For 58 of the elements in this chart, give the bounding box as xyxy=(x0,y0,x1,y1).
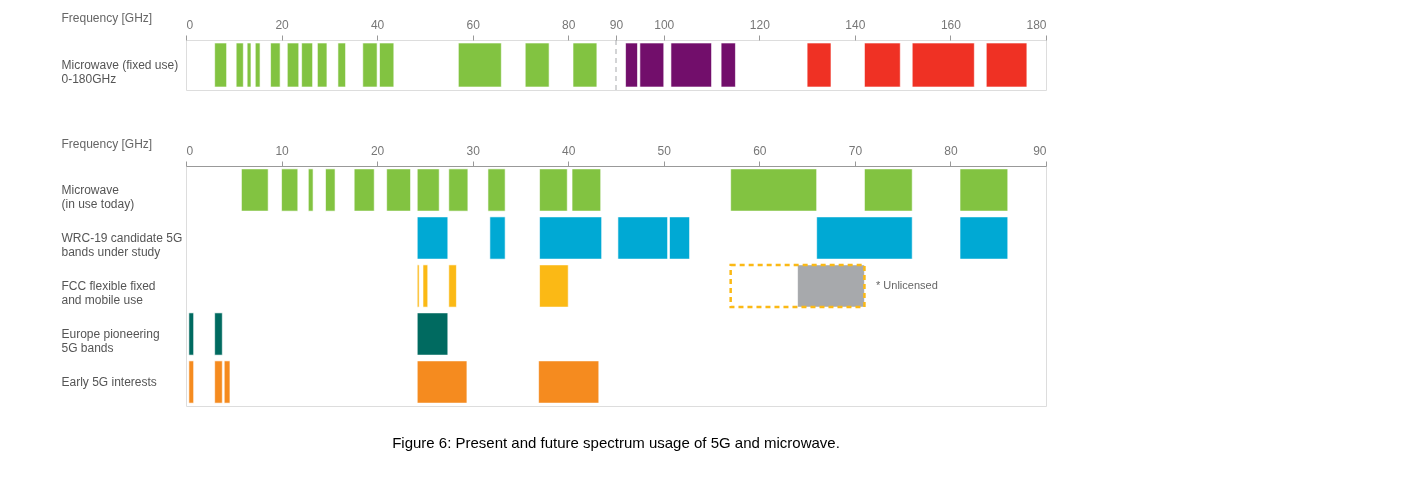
bar xyxy=(985,42,1028,88)
x-tick-label: 90 xyxy=(609,17,624,32)
caption: Figure 6: Present and future spectrum usage of 5G and microwave. xyxy=(392,434,840,451)
x-tick-label: 20 xyxy=(370,143,385,158)
x-tick-label: 20 xyxy=(275,17,290,32)
x-tick-label: 60 xyxy=(466,17,481,32)
x-tick-label: 160 xyxy=(940,17,962,32)
bar xyxy=(797,264,865,308)
bar xyxy=(729,263,866,309)
bar xyxy=(863,42,901,88)
bar xyxy=(720,42,736,88)
bar xyxy=(487,168,506,212)
bar xyxy=(254,42,261,88)
y-tick-label: Microwave (fixed use) 0-180GHz xyxy=(61,58,179,86)
x-tick-label: 60 xyxy=(753,143,767,158)
y-tick-label: FCC flexible fixed and mobile use xyxy=(61,279,156,307)
bar xyxy=(286,42,300,88)
y-tick-label: Europe pioneering 5G bands xyxy=(61,327,160,355)
x-tick-label: 80 xyxy=(562,17,576,32)
annotation: * Unlicensed xyxy=(876,279,938,291)
bar xyxy=(670,42,713,88)
x-tick-label: 80 xyxy=(944,143,958,158)
y-tick-label: Early 5G interests xyxy=(61,375,157,389)
x-axis-title: Frequency [GHz] xyxy=(61,136,153,151)
y-tick-label: WRC-19 candidate 5G bands under study xyxy=(61,231,183,259)
x-tick-label: 120 xyxy=(749,17,771,32)
bar xyxy=(524,42,550,88)
bar xyxy=(572,42,598,88)
bar xyxy=(457,42,502,88)
x-tick-label: 70 xyxy=(848,143,863,158)
x-tick-label: 100 xyxy=(654,17,675,32)
bar xyxy=(235,42,244,88)
bar xyxy=(270,42,281,88)
bar xyxy=(337,42,347,88)
bar xyxy=(571,168,602,212)
x-tick-label: 50 xyxy=(657,143,672,158)
x-tick-label: 90 xyxy=(1033,143,1047,158)
bar xyxy=(806,42,832,88)
x-tick-label: 0 xyxy=(186,143,194,158)
x-tick-label: 30 xyxy=(466,143,481,158)
x-tick-label: 0 xyxy=(186,17,194,32)
x-axis-title: Frequency [GHz] xyxy=(61,10,153,25)
bar xyxy=(863,168,913,212)
bar xyxy=(448,168,469,212)
bar xyxy=(959,168,1009,212)
x-tick-label: 40 xyxy=(562,143,576,158)
bar xyxy=(301,42,314,88)
x-tick-label: 10 xyxy=(275,143,290,158)
bar xyxy=(246,42,252,88)
x-tick-label: 140 xyxy=(845,17,866,32)
bar xyxy=(730,168,818,212)
bar xyxy=(316,42,328,88)
bar xyxy=(539,168,568,212)
y-tick-label: Microwave (in use today) xyxy=(61,183,135,211)
x-tick-label: 180 xyxy=(1026,17,1047,32)
x-tick-label: 40 xyxy=(370,17,385,32)
bar xyxy=(911,42,975,88)
bar xyxy=(214,42,228,88)
